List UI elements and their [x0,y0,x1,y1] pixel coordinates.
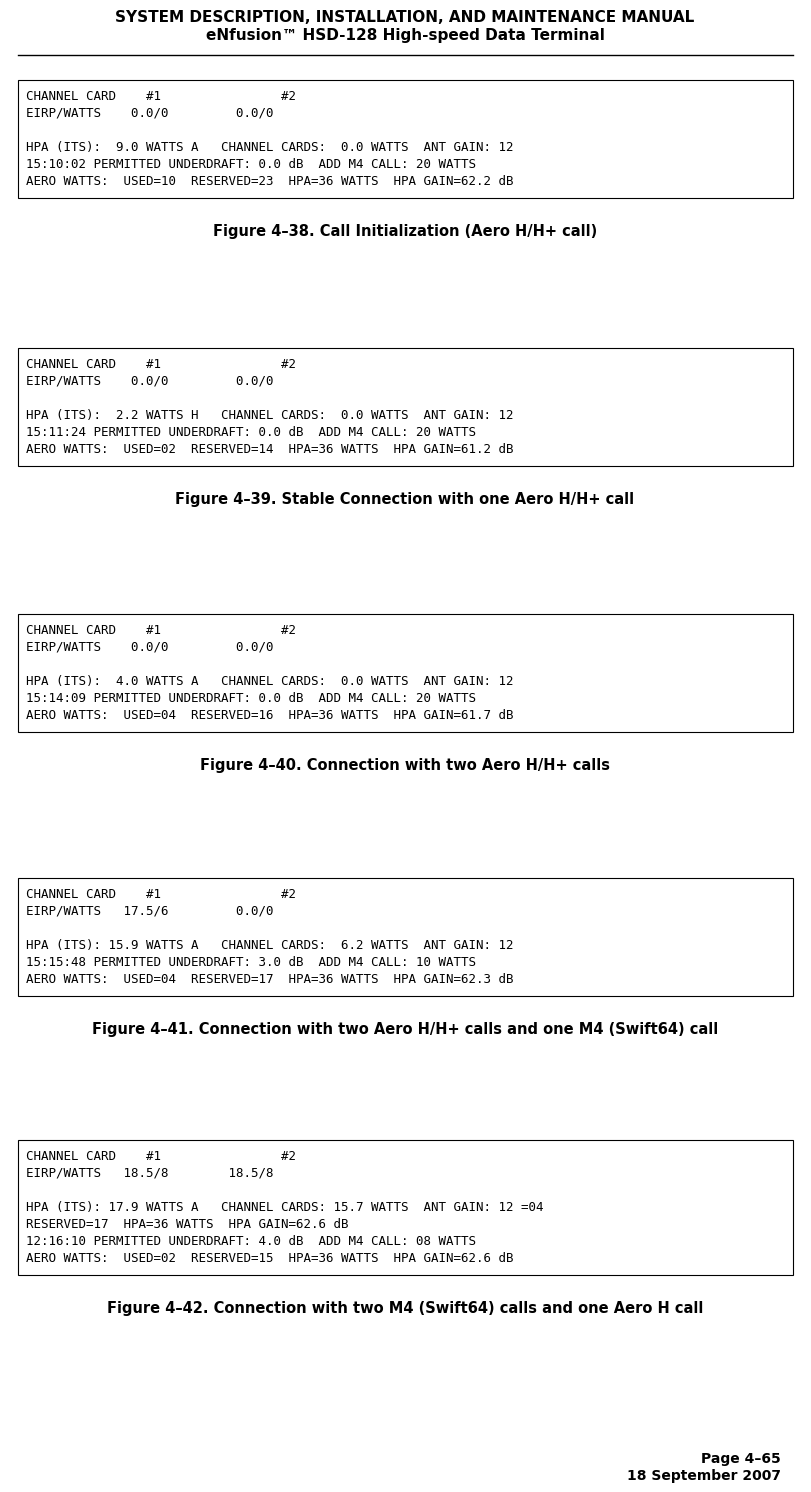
Text: EIRP/WATTS   17.5/6         0.0/0: EIRP/WATTS 17.5/6 0.0/0 [26,906,273,918]
Text: CHANNEL CARD    #1                #2: CHANNEL CARD #1 #2 [26,358,296,372]
Text: HPA (ITS):  2.2 WATTS H   CHANNEL CARDS:  0.0 WATTS  ANT GAIN: 12: HPA (ITS): 2.2 WATTS H CHANNEL CARDS: 0.… [26,409,513,422]
Text: AERO WATTS:  USED=04  RESERVED=16  HPA=36 WATTS  HPA GAIN=61.7 dB: AERO WATTS: USED=04 RESERVED=16 HPA=36 W… [26,709,513,722]
Text: 15:10:02 PERMITTED UNDERDRAFT: 0.0 dB  ADD M4 CALL: 20 WATTS: 15:10:02 PERMITTED UNDERDRAFT: 0.0 dB AD… [26,158,476,172]
Text: 15:11:24 PERMITTED UNDERDRAFT: 0.0 dB  ADD M4 CALL: 20 WATTS: 15:11:24 PERMITTED UNDERDRAFT: 0.0 dB AD… [26,427,476,439]
Bar [18,81,793,198]
Text: CHANNEL CARD    #1                #2: CHANNEL CARD #1 #2 [26,1150,296,1162]
Text: Figure 4–40. Connection with two Aero H/H+ calls: Figure 4–40. Connection with two Aero H/… [200,758,610,773]
Text: CHANNEL CARD    #1                #2: CHANNEL CARD #1 #2 [26,888,296,901]
Text: Figure 4–42. Connection with two M4 (Swift64) calls and one Aero H call: Figure 4–42. Connection with two M4 (Swi… [107,1301,703,1316]
Text: CHANNEL CARD    #1                #2: CHANNEL CARD #1 #2 [26,90,296,103]
Text: HPA (ITS): 15.9 WATTS A   CHANNEL CARDS:  6.2 WATTS  ANT GAIN: 12: HPA (ITS): 15.9 WATTS A CHANNEL CARDS: 6… [26,938,513,952]
Text: 12:16:10 PERMITTED UNDERDRAFT: 4.0 dB  ADD M4 CALL: 08 WATTS: 12:16:10 PERMITTED UNDERDRAFT: 4.0 dB AD… [26,1235,476,1247]
Text: eNfusion™ HSD-128 High-speed Data Terminal: eNfusion™ HSD-128 High-speed Data Termin… [205,28,604,43]
Text: SYSTEM DESCRIPTION, INSTALLATION, AND MAINTENANCE MANUAL: SYSTEM DESCRIPTION, INSTALLATION, AND MA… [115,10,695,25]
Text: 15:15:48 PERMITTED UNDERDRAFT: 3.0 dB  ADD M4 CALL: 10 WATTS: 15:15:48 PERMITTED UNDERDRAFT: 3.0 dB AD… [26,956,476,968]
Text: 15:14:09 PERMITTED UNDERDRAFT: 0.0 dB  ADD M4 CALL: 20 WATTS: 15:14:09 PERMITTED UNDERDRAFT: 0.0 dB AD… [26,692,476,706]
Text: Page 4–65: Page 4–65 [702,1452,781,1467]
Text: EIRP/WATTS    0.0/0         0.0/0: EIRP/WATTS 0.0/0 0.0/0 [26,107,273,119]
Bar [18,348,793,466]
Text: EIRP/WATTS    0.0/0         0.0/0: EIRP/WATTS 0.0/0 0.0/0 [26,642,273,653]
Text: Figure 4–39. Stable Connection with one Aero H/H+ call: Figure 4–39. Stable Connection with one … [175,492,634,507]
Text: HPA (ITS):  4.0 WATTS A   CHANNEL CARDS:  0.0 WATTS  ANT GAIN: 12: HPA (ITS): 4.0 WATTS A CHANNEL CARDS: 0.… [26,674,513,688]
Text: CHANNEL CARD    #1                #2: CHANNEL CARD #1 #2 [26,624,296,637]
Bar [18,1140,793,1276]
Text: Figure 4–38. Call Initialization (Aero H/H+ call): Figure 4–38. Call Initialization (Aero H… [212,224,597,239]
Text: Figure 4–41. Connection with two Aero H/H+ calls and one M4 (Swift64) call: Figure 4–41. Connection with two Aero H/… [92,1022,718,1037]
Text: RESERVED=17  HPA=36 WATTS  HPA GAIN=62.6 dB: RESERVED=17 HPA=36 WATTS HPA GAIN=62.6 d… [26,1217,349,1231]
Text: EIRP/WATTS   18.5/8        18.5/8: EIRP/WATTS 18.5/8 18.5/8 [26,1167,273,1180]
Bar [18,877,793,997]
Text: AERO WATTS:  USED=02  RESERVED=14  HPA=36 WATTS  HPA GAIN=61.2 dB: AERO WATTS: USED=02 RESERVED=14 HPA=36 W… [26,443,513,457]
Text: AERO WATTS:  USED=04  RESERVED=17  HPA=36 WATTS  HPA GAIN=62.3 dB: AERO WATTS: USED=04 RESERVED=17 HPA=36 W… [26,973,513,986]
Bar [18,615,793,733]
Text: AERO WATTS:  USED=02  RESERVED=15  HPA=36 WATTS  HPA GAIN=62.6 dB: AERO WATTS: USED=02 RESERVED=15 HPA=36 W… [26,1252,513,1265]
Text: EIRP/WATTS    0.0/0         0.0/0: EIRP/WATTS 0.0/0 0.0/0 [26,374,273,388]
Text: HPA (ITS): 17.9 WATTS A   CHANNEL CARDS: 15.7 WATTS  ANT GAIN: 12 =04: HPA (ITS): 17.9 WATTS A CHANNEL CARDS: 1… [26,1201,543,1214]
Text: HPA (ITS):  9.0 WATTS A   CHANNEL CARDS:  0.0 WATTS  ANT GAIN: 12: HPA (ITS): 9.0 WATTS A CHANNEL CARDS: 0.… [26,142,513,154]
Text: 18 September 2007: 18 September 2007 [627,1470,781,1483]
Text: AERO WATTS:  USED=10  RESERVED=23  HPA=36 WATTS  HPA GAIN=62.2 dB: AERO WATTS: USED=10 RESERVED=23 HPA=36 W… [26,175,513,188]
